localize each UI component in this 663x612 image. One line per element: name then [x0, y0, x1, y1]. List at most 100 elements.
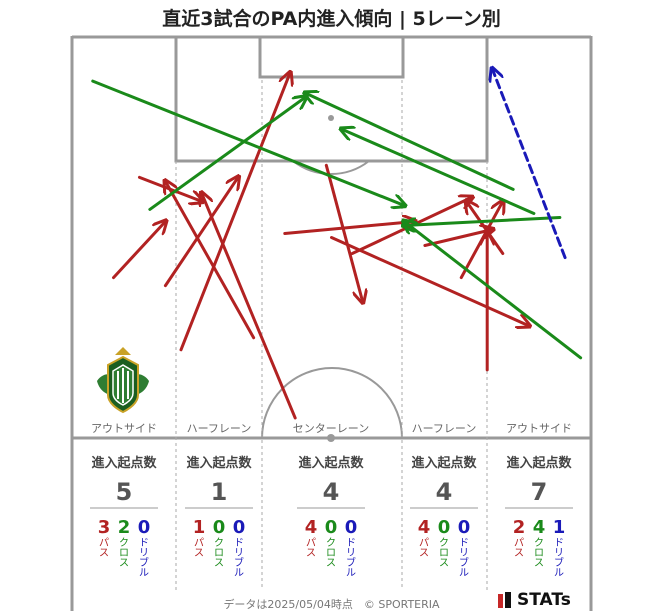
- cross-arrow: [404, 215, 562, 225]
- pass-label-char: パ: [99, 537, 109, 549]
- lane-stat-header: 進入起点数: [298, 455, 364, 471]
- lane-stat-header: 進入起点数: [506, 455, 572, 471]
- pass-label-char: パ: [514, 537, 524, 549]
- pass-count: 3: [98, 517, 111, 538]
- pitch-lines: [70, 35, 593, 611]
- lane-stats: アウトサイド進入起点数53パス2クロス0ドリブルハーフレーン進入起点数11パス0…: [90, 422, 573, 579]
- pass-count: 1: [193, 517, 206, 538]
- pass-label-char: ス: [99, 548, 109, 559]
- lane-total-count: 7: [531, 478, 548, 506]
- cross-label-char: ス: [214, 558, 224, 569]
- penalty-area: [174, 35, 489, 163]
- pass-arrow: [112, 221, 166, 280]
- cross-arrow: [306, 93, 515, 191]
- penalty-arc: [292, 160, 370, 175]
- cross-label-char: ク: [214, 537, 224, 549]
- dribble-label-char: ブ: [554, 556, 564, 569]
- dribble-label-char: リ: [459, 548, 469, 559]
- chart-title: 直近3試合のPA内進入傾向 | 5レーン別: [162, 8, 501, 30]
- cross-label-char: ス: [326, 558, 336, 569]
- pass-label-char: ス: [194, 548, 204, 559]
- dribble-count: 0: [233, 517, 246, 538]
- dribble-label-char: ド: [234, 538, 244, 549]
- pass-label-char: ス: [419, 548, 429, 559]
- lane-stat-header: 進入起点数: [91, 455, 157, 471]
- pass-arrow: [165, 181, 256, 340]
- dribble-label-char: ド: [459, 538, 469, 549]
- dribble-label-char: ド: [346, 538, 356, 549]
- cross-label-char: ク: [534, 537, 544, 549]
- dribble-label-char: リ: [554, 548, 564, 559]
- arrows-layer: [91, 69, 583, 420]
- dribble-label-char: リ: [234, 548, 244, 559]
- cross-arrow: [404, 221, 583, 360]
- dribble-label-char: ブ: [459, 556, 469, 569]
- cross-count: 0: [325, 517, 338, 538]
- pass-arrow: [459, 201, 503, 280]
- dribble-label-char: ル: [459, 568, 469, 579]
- penalty-spot: [328, 115, 334, 121]
- cross-label-char: ス: [439, 558, 449, 569]
- pass-label-char: パ: [306, 537, 316, 549]
- lane-label: アウトサイド: [91, 422, 157, 435]
- cross-count: 0: [213, 517, 226, 538]
- cross-arrow: [91, 79, 404, 205]
- lane-label: ハーフレーン: [412, 422, 477, 435]
- pass-count: 4: [305, 517, 318, 538]
- lane-stat-header: 進入起点数: [411, 455, 477, 471]
- cross-arrow: [148, 97, 306, 211]
- dribble-count: 0: [458, 517, 471, 538]
- center-spot: [327, 434, 335, 442]
- lane-total-count: 4: [436, 478, 453, 506]
- pass-label-char: パ: [194, 537, 204, 549]
- dribble-label-char: ブ: [234, 556, 244, 569]
- dribble-label-char: リ: [139, 548, 149, 559]
- pass-arrow: [202, 193, 297, 420]
- lane-label: センターレーン: [293, 422, 369, 435]
- brand-logo: STATs: [498, 590, 571, 610]
- dribble-label-char: ブ: [346, 556, 356, 569]
- dribble-label-char: ブ: [139, 556, 149, 569]
- pass-arrow: [137, 175, 201, 201]
- cross-label-char: ロ: [214, 548, 224, 559]
- pass-count: 4: [418, 517, 431, 538]
- pass-label-char: ス: [306, 548, 316, 559]
- cross-count: 4: [533, 517, 546, 538]
- pass-count: 2: [513, 517, 526, 538]
- pass-arrow: [179, 73, 290, 352]
- dribble-label-char: ド: [139, 538, 149, 549]
- goal-area: [258, 35, 405, 79]
- pass-arrow: [324, 163, 362, 301]
- lane-label: アウトサイド: [506, 422, 572, 435]
- cross-label-char: ク: [326, 537, 336, 549]
- dribble-arrow: [492, 69, 567, 260]
- team-crest-icon: [97, 347, 149, 414]
- brand-name: STATs: [517, 590, 571, 610]
- dribble-label-char: ル: [346, 568, 356, 579]
- cross-label-char: ク: [119, 537, 129, 549]
- lane-total-count: 5: [116, 478, 133, 506]
- dribble-count: 0: [138, 517, 151, 538]
- cross-label-char: ク: [439, 537, 449, 549]
- cross-label-char: ロ: [119, 548, 129, 559]
- center-circle: [261, 367, 403, 439]
- cross-count: 0: [438, 517, 451, 538]
- lane-stat-header: 進入起点数: [186, 455, 252, 471]
- cross-arrow: [342, 129, 536, 215]
- dribble-label-char: リ: [346, 548, 356, 559]
- lane-total-count: 4: [323, 478, 340, 506]
- pass-label-char: パ: [419, 537, 429, 549]
- cross-label-char: ロ: [326, 548, 336, 559]
- pass-arrow: [330, 236, 529, 326]
- cross-label-char: ロ: [534, 548, 544, 559]
- dribble-label-char: ル: [139, 568, 149, 579]
- brand-mark-icon: [498, 592, 512, 608]
- dribble-label-char: ド: [554, 538, 564, 549]
- dribble-label-char: ル: [554, 568, 564, 579]
- dribble-label-char: ル: [234, 568, 244, 579]
- pass-arrow: [283, 221, 415, 235]
- cross-label-char: ス: [119, 558, 129, 569]
- lane-label: ハーフレーン: [187, 422, 252, 435]
- dribble-count: 0: [345, 517, 358, 538]
